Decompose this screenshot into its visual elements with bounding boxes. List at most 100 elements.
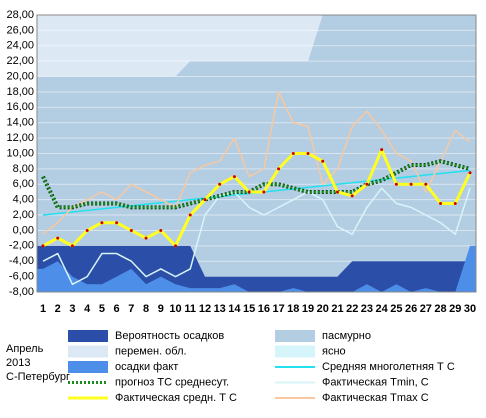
- x-tick-label: 4: [84, 303, 91, 315]
- x-tick-label: 5: [99, 303, 105, 315]
- point: [129, 228, 133, 232]
- temp-line: [42, 187, 471, 286]
- point: [115, 221, 119, 225]
- legend-label: прогноз ТС среднесут.: [115, 376, 229, 388]
- x-tick-label: 7: [128, 303, 134, 315]
- point: [468, 171, 472, 175]
- point: [174, 244, 178, 248]
- point: [409, 182, 413, 186]
- legend-label: ясно: [322, 345, 346, 357]
- y-tick-label: 8,00: [13, 163, 34, 175]
- legend-label: Вероятность осадков: [115, 330, 224, 342]
- y-tick-label: 24,00: [6, 40, 34, 52]
- legend-swatch: [275, 345, 315, 358]
- legend-label: Фактическая Tmin, С: [322, 376, 429, 388]
- x-tick-label: 30: [464, 303, 476, 315]
- y-tick-label: 14,00: [6, 117, 34, 129]
- legend-swatch: [68, 361, 108, 373]
- x-tick-label: 25: [390, 303, 402, 315]
- y-tick-label: -8,00: [9, 286, 34, 298]
- point: [41, 244, 45, 248]
- point: [70, 244, 74, 248]
- point: [439, 202, 443, 206]
- point: [218, 182, 222, 186]
- point: [277, 167, 281, 171]
- y-tick-label: 6,00: [13, 178, 34, 190]
- legend-swatch: [275, 330, 315, 342]
- x-tick-label: 23: [361, 303, 373, 315]
- y-tick-label: 18,00: [6, 86, 34, 98]
- point: [144, 236, 148, 240]
- legend-label: осадки факт: [115, 361, 178, 373]
- point: [203, 198, 207, 202]
- point: [56, 236, 60, 240]
- y-tick-label: 22,00: [6, 55, 34, 67]
- x-tick-label: 17: [272, 303, 284, 315]
- footer-text: Апрель: [6, 343, 44, 355]
- footer-text: С-Петербург: [6, 371, 70, 383]
- x-tick-label: 26: [405, 303, 417, 315]
- x-tick-label: 29: [449, 303, 461, 315]
- legend-swatch: [68, 345, 108, 358]
- x-tick-label: 3: [69, 303, 75, 315]
- point: [188, 213, 192, 217]
- y-tick-label: 10,00: [6, 147, 34, 159]
- point: [350, 194, 354, 198]
- y-tick-label: -2,00: [9, 240, 34, 252]
- point: [394, 182, 398, 186]
- y-tick-label: 0,00: [13, 224, 34, 236]
- x-tick-label: 1: [40, 303, 46, 315]
- precip-area: [37, 245, 476, 292]
- x-tick-label: 6: [114, 303, 120, 315]
- x-tick-label: 11: [184, 303, 196, 315]
- x-tick-label: 28: [434, 303, 446, 315]
- point: [262, 190, 266, 194]
- legend-label: перемен. обл.: [115, 345, 187, 357]
- y-tick-label: 2,00: [13, 209, 34, 221]
- point: [306, 152, 310, 155]
- legend-label: Фактическая Tmax С: [322, 392, 429, 404]
- legend-label: Фактическая средн. Т С: [115, 392, 237, 404]
- precip-area: [37, 245, 476, 292]
- point: [424, 182, 428, 186]
- x-tick-label: 9: [158, 303, 164, 315]
- x-tick-label: 2: [55, 303, 61, 315]
- footer-text: 2013: [6, 357, 30, 369]
- y-tick-label: 4,00: [13, 194, 34, 206]
- y-tick-label: -6,00: [9, 271, 34, 283]
- y-tick-label: 20,00: [6, 70, 34, 82]
- point: [232, 175, 236, 179]
- mean-temp-line: [42, 148, 472, 248]
- point: [247, 190, 251, 194]
- point: [291, 152, 295, 155]
- x-tick-label: 8: [143, 303, 149, 315]
- x-tick-label: 13: [214, 303, 226, 315]
- x-tick-label: 18: [287, 303, 299, 315]
- x-tick-label: 24: [376, 303, 389, 315]
- point: [453, 202, 457, 206]
- temp-line: [42, 160, 471, 209]
- x-tick-label: 12: [199, 303, 211, 315]
- point: [365, 182, 369, 186]
- y-tick-label: 28,00: [6, 9, 34, 21]
- point: [380, 148, 384, 152]
- x-tick-label: 14: [228, 303, 241, 315]
- x-tick-label: 27: [420, 303, 432, 315]
- temp-line: [42, 91, 471, 235]
- x-tick-label: 21: [331, 303, 343, 315]
- x-tick-label: 15: [243, 303, 255, 315]
- x-tick-label: 16: [258, 303, 270, 315]
- x-tick-label: 19: [302, 303, 314, 315]
- legend-swatch: [68, 330, 108, 342]
- x-tick-label: 10: [169, 303, 181, 315]
- plot-frame: [36, 14, 477, 293]
- point: [335, 190, 339, 194]
- x-tick-label: 22: [346, 303, 358, 315]
- legend-label: Средняя многолетняя Т С: [322, 361, 455, 373]
- point: [321, 159, 325, 163]
- point: [100, 221, 104, 225]
- point: [85, 228, 89, 232]
- x-tick-label: 20: [317, 303, 329, 315]
- y-tick-label: 16,00: [6, 101, 34, 113]
